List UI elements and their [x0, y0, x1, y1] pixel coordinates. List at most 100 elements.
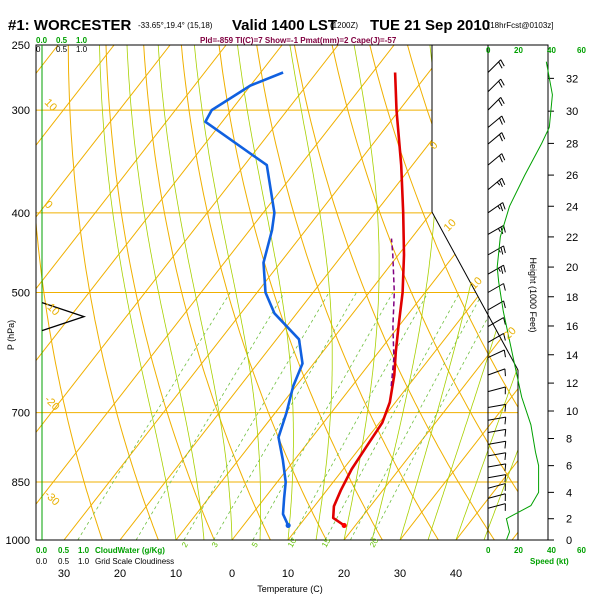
wind-barb: [487, 59, 505, 73]
wind-barb: [487, 386, 506, 395]
wind-barb: [487, 349, 506, 359]
cloud-bottom-tick-1: 0.5: [58, 546, 70, 555]
mixing-ratio-label: 5: [250, 540, 260, 549]
temp-tick: 30: [58, 568, 70, 580]
height-tick-22: 22: [566, 232, 578, 244]
dry-adiabat: [105, 45, 215, 540]
wind-barb: [487, 78, 505, 93]
plot-frame: [35, 44, 549, 541]
surface-temperature: [341, 522, 347, 529]
forecast-hour: [18hrFcst@0103z]: [488, 21, 553, 30]
moist-adiabat: [194, 45, 261, 540]
isotherm: [36, 45, 395, 540]
speed-top-tick-0: 0: [486, 46, 491, 55]
cloud-bottom-ticks: 0.0 0.5 1.0 CloudWater (g/Kg) 0.0 0.5 1.…: [36, 546, 174, 566]
height-tick-12: 12: [566, 378, 578, 390]
wind-barb: [487, 300, 506, 311]
dry-adiabat: [331, 45, 518, 540]
height-tick-0: 0: [566, 535, 572, 547]
temp-tick: 20: [114, 568, 126, 580]
cloud-markers: [41, 302, 87, 332]
isotherm: [511, 45, 518, 540]
temp-tick: 20: [338, 568, 350, 580]
mixing-ratio-label: 15: [320, 536, 333, 549]
height-tick-4: 4: [566, 487, 572, 499]
sounding-series: [204, 71, 406, 527]
cloud-top-tick-0: 0.0: [36, 36, 48, 45]
speed-bottom-tick-0: 0: [486, 546, 491, 555]
wind-barb: [487, 428, 507, 437]
height-tick-2: 2: [566, 514, 572, 526]
height-tick-16: 16: [566, 321, 578, 333]
moist-adiabat-lines: [99, 45, 518, 540]
wind-barb: [487, 474, 507, 482]
dry-adiabat-label: 0: [428, 139, 441, 152]
wind-panel-slant: [431, 211, 519, 371]
temperature-ticks: 30 20 10 0 10 20 30 40: [58, 568, 462, 580]
dry-adiabat: [558, 45, 600, 540]
stability-indices: Pld=-859 TI(C)=7 Show=-1 Pmat(mm)=2 Cape…: [200, 36, 397, 45]
dry-adiabat: [596, 45, 600, 540]
mixing-ratio-line: [252, 292, 394, 540]
speed-bottom-tick-1: 20: [514, 546, 523, 555]
mixing-ratio-line: [135, 292, 285, 540]
mixing-ratio-line: [183, 292, 330, 540]
cloudiness-bottom-tick-2: 1.0: [78, 557, 90, 566]
dry-adiabat-label: 10: [442, 217, 459, 234]
station-coords: -33.65°,19.4° (15,18): [138, 21, 213, 30]
isotherm: [36, 45, 115, 540]
temp-tick: 10: [282, 568, 294, 580]
wind-speed-profile: [496, 61, 553, 541]
series-parcel: [390, 238, 396, 387]
wind-barb: [487, 493, 506, 502]
cloud-marker: [41, 302, 87, 332]
speed-bottom-tick-3: 60: [577, 546, 586, 555]
moist-adiabat: [289, 45, 333, 540]
mixing-ratio-line: [370, 292, 502, 540]
isotherm: [343, 45, 518, 540]
cloud-top-tick-1: 0.5: [56, 36, 68, 45]
cloudiness-top-tick-2: 1.0: [76, 45, 88, 54]
height-tick-24: 24: [566, 201, 578, 213]
wind-speed-top-ticks: 0 20 40 60: [486, 46, 586, 55]
dry-adiabat-label: 20: [502, 325, 519, 342]
dry-adiabat: [143, 45, 271, 540]
temperature-axis-label: Temperature (C): [257, 584, 323, 594]
pressure-tick-250: 250: [12, 40, 30, 52]
utc-time: (1200Z): [330, 21, 358, 30]
speed-bottom-tick-2: 40: [547, 546, 556, 555]
wind-speed-profile-line: [496, 61, 553, 541]
isotherm-label: -30: [42, 489, 62, 509]
dry-adiabat: [180, 45, 327, 540]
mixing-ratio-label: 3: [210, 540, 220, 549]
dry-adiabat: [218, 45, 383, 540]
mixing-ratio-lines: [77, 292, 502, 540]
dry-adiabat: [369, 45, 518, 540]
height-tick-30: 30: [566, 106, 578, 118]
wind-barbs: [487, 59, 507, 511]
dry-adiabat: [293, 45, 495, 540]
forecast-date: TUE 21 Sep 2010: [370, 17, 490, 34]
wind-barb: [487, 264, 506, 275]
moist-adiabat: [157, 45, 233, 540]
dry-adiabat-label: 10: [468, 275, 485, 292]
cloud-bottom-tick-0: 0.0: [36, 546, 48, 555]
wind-barb: [487, 403, 507, 412]
height-tick-14: 14: [566, 350, 578, 362]
isotherm: [36, 45, 283, 540]
speed-axis-label: Speed (kt): [530, 557, 569, 566]
cloudiness-label: Grid Scale Cloudiness: [95, 557, 174, 566]
pressure-tick-400: 400: [12, 208, 30, 220]
mixing-ratio-label: 2: [180, 540, 190, 549]
moist-adiabat: [126, 45, 205, 540]
isotherm-label: 0: [42, 199, 55, 212]
height-tick-20: 20: [566, 262, 578, 274]
wind-barb: [487, 317, 506, 327]
moist-adiabat: [237, 45, 294, 540]
cloudiness-bottom-tick-0: 0.0: [36, 557, 48, 566]
moist-adiabat: [343, 45, 380, 540]
isotherm: [36, 45, 171, 540]
height-tick-10: 10: [566, 406, 578, 418]
